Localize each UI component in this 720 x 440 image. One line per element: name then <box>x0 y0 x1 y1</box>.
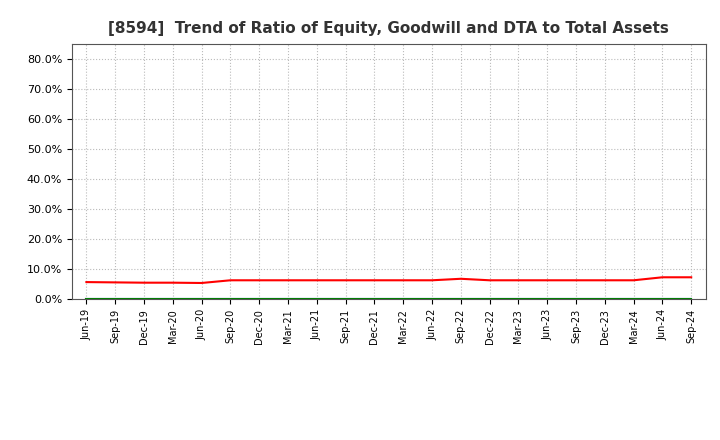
Deferred Tax Assets <box>312 297 321 302</box>
Goodwill <box>255 297 264 302</box>
Goodwill <box>341 297 350 302</box>
Deferred Tax Assets <box>370 297 379 302</box>
Goodwill <box>111 297 120 302</box>
Goodwill <box>370 297 379 302</box>
Equity <box>687 275 696 280</box>
Goodwill <box>543 297 552 302</box>
Deferred Tax Assets <box>687 297 696 302</box>
Goodwill <box>629 297 638 302</box>
Equity <box>197 280 206 286</box>
Deferred Tax Assets <box>572 297 580 302</box>
Deferred Tax Assets <box>629 297 638 302</box>
Goodwill <box>399 297 408 302</box>
Deferred Tax Assets <box>284 297 292 302</box>
Title: [8594]  Trend of Ratio of Equity, Goodwill and DTA to Total Assets: [8594] Trend of Ratio of Equity, Goodwil… <box>109 21 669 36</box>
Equity <box>140 280 148 285</box>
Deferred Tax Assets <box>485 297 494 302</box>
Deferred Tax Assets <box>658 297 667 302</box>
Goodwill <box>658 297 667 302</box>
Equity <box>399 278 408 283</box>
Goodwill <box>168 297 177 302</box>
Equity <box>572 278 580 283</box>
Equity <box>514 278 523 283</box>
Goodwill <box>456 297 465 302</box>
Goodwill <box>485 297 494 302</box>
Goodwill <box>572 297 580 302</box>
Deferred Tax Assets <box>456 297 465 302</box>
Deferred Tax Assets <box>428 297 436 302</box>
Equity <box>428 278 436 283</box>
Equity <box>341 278 350 283</box>
Deferred Tax Assets <box>341 297 350 302</box>
Deferred Tax Assets <box>514 297 523 302</box>
Equity <box>543 278 552 283</box>
Deferred Tax Assets <box>82 297 91 302</box>
Equity <box>658 275 667 280</box>
Goodwill <box>687 297 696 302</box>
Equity <box>168 280 177 285</box>
Goodwill <box>600 297 609 302</box>
Deferred Tax Assets <box>255 297 264 302</box>
Equity <box>370 278 379 283</box>
Equity <box>629 278 638 283</box>
Equity <box>82 279 91 285</box>
Equity <box>456 276 465 282</box>
Goodwill <box>428 297 436 302</box>
Goodwill <box>197 297 206 302</box>
Deferred Tax Assets <box>600 297 609 302</box>
Equity <box>312 278 321 283</box>
Equity <box>255 278 264 283</box>
Deferred Tax Assets <box>226 297 235 302</box>
Equity <box>485 278 494 283</box>
Goodwill <box>140 297 148 302</box>
Goodwill <box>312 297 321 302</box>
Equity <box>600 278 609 283</box>
Deferred Tax Assets <box>168 297 177 302</box>
Equity <box>111 280 120 285</box>
Goodwill <box>284 297 292 302</box>
Deferred Tax Assets <box>543 297 552 302</box>
Equity <box>284 278 292 283</box>
Deferred Tax Assets <box>197 297 206 302</box>
Goodwill <box>82 297 91 302</box>
Deferred Tax Assets <box>140 297 148 302</box>
Line: Equity: Equity <box>86 277 691 283</box>
Equity <box>226 278 235 283</box>
Deferred Tax Assets <box>399 297 408 302</box>
Deferred Tax Assets <box>111 297 120 302</box>
Goodwill <box>226 297 235 302</box>
Goodwill <box>514 297 523 302</box>
Legend: Equity, Goodwill, Deferred Tax Assets: Equity, Goodwill, Deferred Tax Assets <box>194 438 583 440</box>
